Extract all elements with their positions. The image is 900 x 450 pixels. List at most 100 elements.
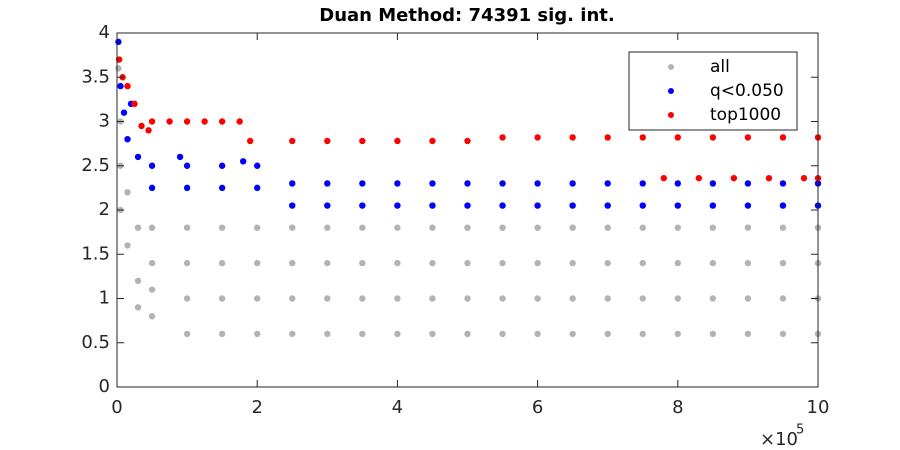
- point: [254, 259, 261, 267]
- point: [604, 295, 611, 302]
- point: [124, 189, 131, 196]
- point: [289, 202, 296, 209]
- point: [359, 180, 366, 187]
- point: [359, 295, 366, 302]
- point: [709, 180, 717, 187]
- point: [709, 202, 717, 209]
- point: [499, 295, 506, 302]
- point: [779, 295, 787, 302]
- point: [289, 180, 296, 187]
- point: [709, 224, 717, 231]
- point: [534, 180, 541, 187]
- chart-title: Duan Method: 74391 sig. int.: [319, 5, 614, 26]
- point: [148, 286, 156, 293]
- point: [324, 180, 331, 187]
- point: [166, 118, 173, 125]
- point: [660, 174, 667, 182]
- point: [604, 180, 611, 187]
- point: [639, 259, 646, 267]
- point: [499, 202, 506, 209]
- point: [183, 184, 191, 192]
- point: [254, 184, 261, 192]
- point: [359, 259, 366, 267]
- legend-label: q<0.050: [710, 81, 784, 101]
- point: [569, 202, 576, 209]
- point: [779, 330, 787, 338]
- x-tick-label: 2: [251, 397, 262, 418]
- point: [604, 134, 611, 141]
- point: [394, 224, 401, 231]
- point: [324, 224, 331, 231]
- point: [464, 330, 471, 338]
- point: [134, 304, 142, 311]
- point: [779, 224, 787, 231]
- point: [183, 224, 191, 231]
- point: [499, 259, 506, 267]
- point: [124, 82, 131, 90]
- point: [218, 259, 226, 267]
- point: [246, 137, 254, 145]
- point: [534, 134, 541, 141]
- point: [148, 184, 156, 192]
- x-multiplier-base: ×10: [760, 429, 798, 450]
- point: [148, 162, 156, 169]
- point: [254, 330, 261, 338]
- point: [120, 109, 128, 116]
- point: [394, 295, 401, 302]
- legend-marker: [668, 88, 674, 94]
- point: [674, 330, 681, 338]
- point: [324, 259, 331, 267]
- point: [534, 259, 541, 267]
- point: [254, 224, 261, 231]
- point: [744, 202, 752, 209]
- point: [176, 153, 184, 161]
- legend: all q<0.050 top1000: [628, 51, 798, 131]
- point: [800, 174, 808, 182]
- point: [779, 202, 787, 209]
- point: [674, 202, 681, 209]
- point: [499, 180, 506, 187]
- point: [464, 224, 471, 231]
- point: [183, 118, 191, 125]
- point: [289, 259, 296, 267]
- series: [115, 65, 822, 338]
- point: [744, 259, 752, 267]
- point: [464, 180, 471, 187]
- point: [674, 180, 681, 187]
- point: [464, 137, 471, 145]
- point: [639, 202, 646, 209]
- point: [429, 330, 436, 338]
- legend-box: [628, 51, 798, 131]
- x-tick-label: 0: [111, 397, 122, 418]
- point: [464, 202, 471, 209]
- point: [148, 118, 156, 125]
- point: [359, 137, 366, 145]
- point: [709, 295, 717, 302]
- point: [569, 180, 576, 187]
- point: [765, 174, 773, 182]
- point: [117, 82, 124, 90]
- point: [289, 295, 296, 302]
- point: [394, 180, 401, 187]
- point: [324, 330, 331, 338]
- point: [183, 295, 191, 302]
- point: [674, 224, 681, 231]
- point: [324, 202, 331, 209]
- point: [464, 259, 471, 267]
- point: [730, 174, 738, 182]
- y-tick-label: 4: [99, 22, 110, 43]
- point: [394, 137, 401, 145]
- x-multiplier-exponent: 5: [796, 423, 804, 438]
- point: [744, 180, 752, 187]
- point: [183, 259, 191, 267]
- point: [236, 118, 243, 125]
- point: [394, 330, 401, 338]
- point: [464, 295, 471, 302]
- series: [115, 56, 822, 182]
- legend-label: top1000: [710, 105, 781, 125]
- point: [429, 259, 436, 267]
- point: [183, 162, 191, 169]
- point: [429, 224, 436, 231]
- point: [674, 295, 681, 302]
